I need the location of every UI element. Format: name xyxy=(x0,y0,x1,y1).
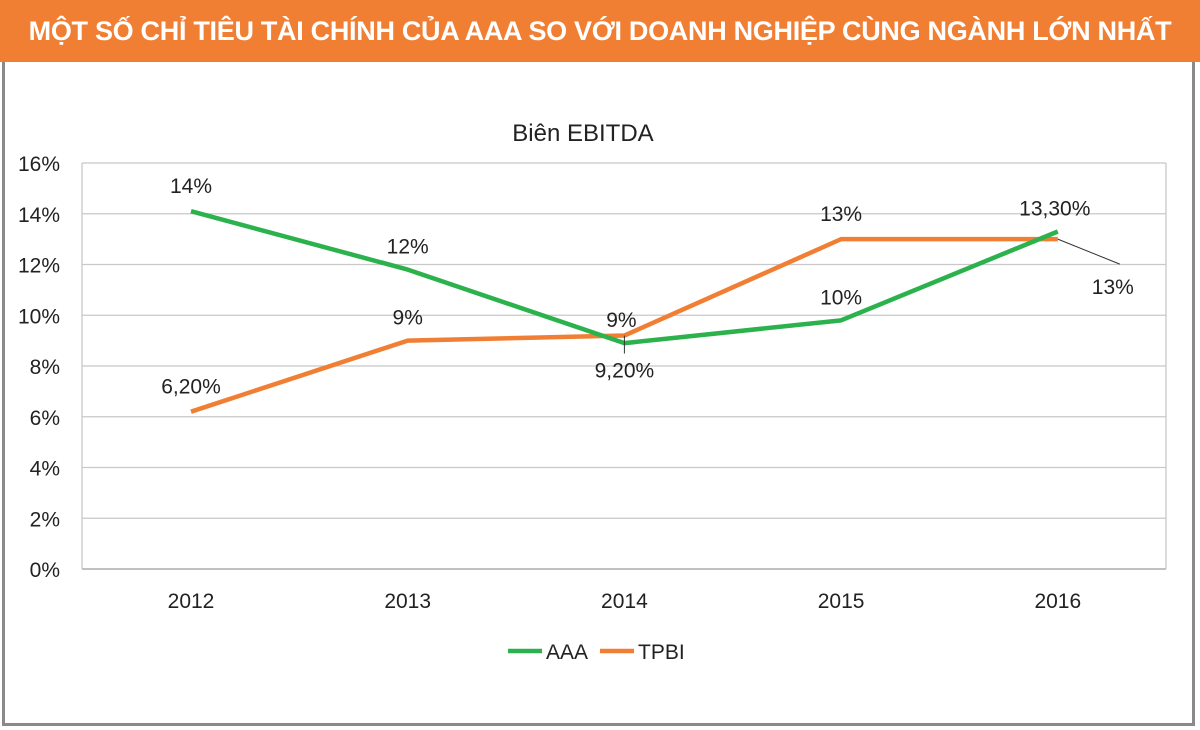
data-label: 13,30% xyxy=(1019,198,1090,221)
leader-line xyxy=(1057,238,1120,265)
legend-label: AAA xyxy=(546,641,588,664)
legend-label: TPBI xyxy=(638,641,685,664)
data-label: 12% xyxy=(387,236,429,259)
y-tick-label: 2% xyxy=(30,508,60,531)
y-tick-label: 0% xyxy=(30,559,60,582)
y-tick-label: 4% xyxy=(30,458,60,481)
y-tick-label: 14% xyxy=(18,204,60,227)
data-label: 9% xyxy=(606,309,636,332)
data-label: 10% xyxy=(820,286,862,309)
data-label: 14% xyxy=(170,175,212,198)
x-tick-label: 2013 xyxy=(384,590,431,613)
chart-title: Biên EBITDA xyxy=(512,120,653,147)
x-tick-label: 2014 xyxy=(601,590,648,613)
data-label: 9,20% xyxy=(595,360,655,383)
header-banner: MỘT SỐ CHỈ TIÊU TÀI CHÍNH CỦA AAA SO VỚI… xyxy=(0,0,1200,108)
data-label: 9% xyxy=(393,307,423,330)
chart-frame xyxy=(2,62,1195,726)
x-tick-label: 2016 xyxy=(1034,590,1081,613)
data-label: 6,20% xyxy=(161,376,221,399)
y-tick-label: 12% xyxy=(18,255,60,278)
y-tick-label: 10% xyxy=(18,305,60,328)
y-tick-label: 6% xyxy=(30,407,60,430)
x-tick-label: 2012 xyxy=(168,590,215,613)
data-label: 13% xyxy=(820,203,862,226)
y-tick-label: 8% xyxy=(30,356,60,379)
data-label: 13% xyxy=(1092,276,1134,299)
x-tick-label: 2015 xyxy=(818,590,865,613)
y-tick-label: 16% xyxy=(18,153,60,176)
